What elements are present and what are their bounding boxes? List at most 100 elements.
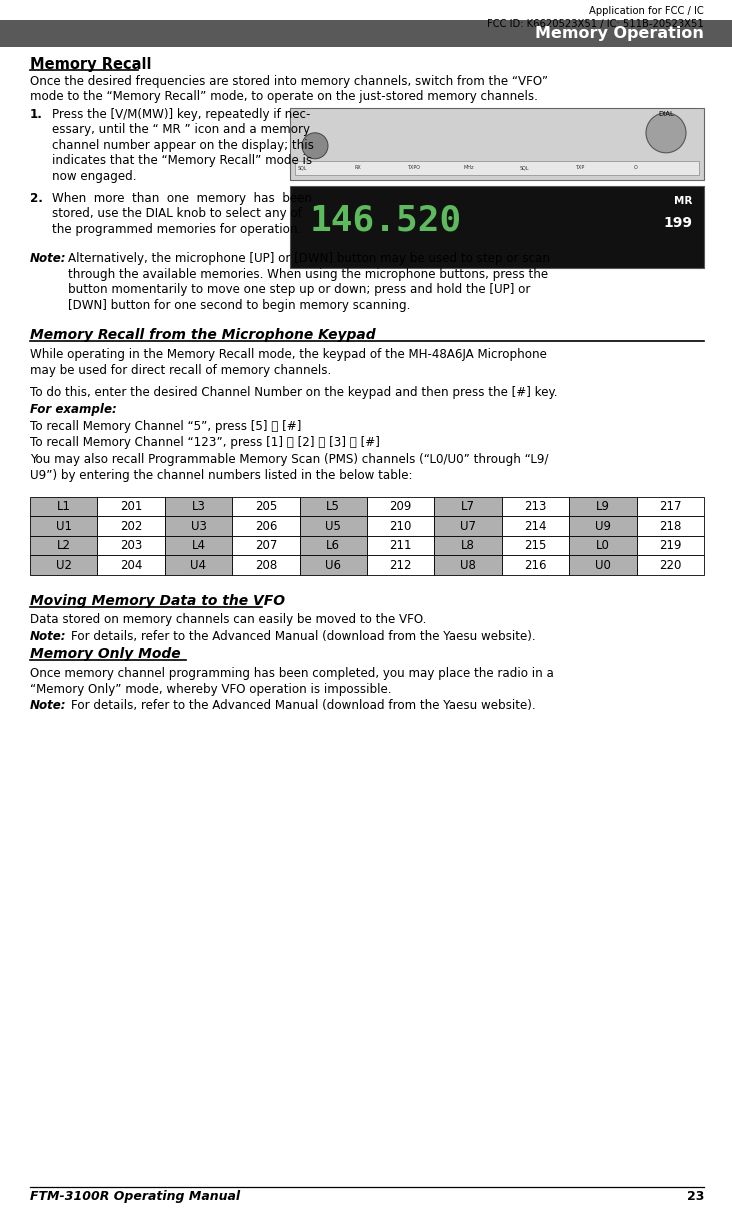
FancyBboxPatch shape — [434, 536, 502, 555]
Text: L1: L1 — [56, 501, 71, 513]
Text: U4: U4 — [190, 559, 206, 572]
Text: RX: RX — [354, 166, 361, 170]
FancyBboxPatch shape — [30, 555, 97, 574]
FancyBboxPatch shape — [165, 555, 232, 574]
FancyBboxPatch shape — [232, 555, 299, 574]
FancyBboxPatch shape — [637, 516, 704, 536]
Text: through the available memories. When using the microphone buttons, press the: through the available memories. When usi… — [68, 268, 548, 280]
FancyBboxPatch shape — [290, 108, 704, 180]
Text: the programmed memories for operation.: the programmed memories for operation. — [52, 222, 302, 236]
Text: Moving Memory Data to the VFO: Moving Memory Data to the VFO — [30, 594, 285, 608]
FancyBboxPatch shape — [165, 536, 232, 555]
Text: Application for FCC / IC: Application for FCC / IC — [589, 6, 704, 16]
Text: 220: 220 — [659, 559, 681, 572]
Text: Alternatively, the microphone [UP] or [DWN] button may be used to step or scan: Alternatively, the microphone [UP] or [D… — [68, 253, 550, 265]
FancyBboxPatch shape — [97, 497, 165, 516]
FancyBboxPatch shape — [637, 497, 704, 516]
Text: L5: L5 — [326, 501, 340, 513]
Text: U8: U8 — [460, 559, 476, 572]
FancyBboxPatch shape — [502, 516, 569, 536]
Text: Once memory channel programming has been completed, you may place the radio in a: Once memory channel programming has been… — [30, 667, 554, 679]
Text: 215: 215 — [524, 539, 547, 553]
Text: 216: 216 — [524, 559, 547, 572]
Text: 203: 203 — [120, 539, 142, 553]
Text: FTM-3100R Operating Manual: FTM-3100R Operating Manual — [30, 1190, 240, 1203]
Text: mode to the “Memory Recall” mode, to operate on the just-stored memory channels.: mode to the “Memory Recall” mode, to ope… — [30, 91, 538, 103]
Text: Once the desired frequencies are stored into memory channels, switch from the “V: Once the desired frequencies are stored … — [30, 75, 548, 87]
Text: 218: 218 — [659, 520, 681, 532]
Circle shape — [302, 133, 328, 158]
Circle shape — [646, 112, 686, 152]
FancyBboxPatch shape — [30, 536, 97, 555]
Text: 1.: 1. — [30, 108, 43, 121]
FancyBboxPatch shape — [232, 536, 299, 555]
Text: “Memory Only” mode, whereby VFO operation is impossible.: “Memory Only” mode, whereby VFO operatio… — [30, 683, 392, 695]
Text: Press the [V/M(​MW)] key, repeatedly if nec-: Press the [V/M(​MW)] key, repeatedly if … — [52, 108, 310, 121]
Text: U9: U9 — [595, 520, 611, 532]
Text: For details, refer to the Advanced Manual (download from the Yaesu website).: For details, refer to the Advanced Manua… — [71, 699, 536, 712]
Text: O: O — [634, 166, 638, 170]
Text: 202: 202 — [120, 520, 142, 532]
Text: stored, use the DIAL knob to select any of: stored, use the DIAL knob to select any … — [52, 207, 302, 220]
Text: L9: L9 — [596, 501, 610, 513]
Text: 212: 212 — [389, 559, 412, 572]
Text: 206: 206 — [255, 520, 277, 532]
Text: U1: U1 — [56, 520, 72, 532]
FancyBboxPatch shape — [434, 555, 502, 574]
Text: 209: 209 — [389, 501, 412, 513]
Text: Memory Recall from the Microphone Keypad: Memory Recall from the Microphone Keypad — [30, 329, 376, 342]
Text: 214: 214 — [524, 520, 547, 532]
Text: Memory Only Mode: Memory Only Mode — [30, 647, 181, 661]
FancyBboxPatch shape — [299, 516, 367, 536]
FancyBboxPatch shape — [0, 21, 732, 46]
Text: 208: 208 — [255, 559, 277, 572]
Text: To do this, enter the desired Channel Number on the keypad and then press the [#: To do this, enter the desired Channel Nu… — [30, 386, 558, 399]
Text: indicates that the “Memory Recall” mode is: indicates that the “Memory Recall” mode … — [52, 155, 312, 167]
Text: L6: L6 — [326, 539, 340, 553]
Text: 217: 217 — [659, 501, 681, 513]
Text: TXP: TXP — [575, 166, 584, 170]
FancyBboxPatch shape — [569, 497, 637, 516]
Text: 23: 23 — [687, 1190, 704, 1203]
Text: L2: L2 — [56, 539, 71, 553]
FancyBboxPatch shape — [367, 536, 434, 555]
Text: 210: 210 — [389, 520, 412, 532]
Text: U5: U5 — [325, 520, 341, 532]
Text: 2.: 2. — [30, 192, 43, 204]
Text: MHz: MHz — [463, 166, 474, 170]
Text: button momentarily to move one step up or down; press and hold the [UP] or: button momentarily to move one step up o… — [68, 283, 531, 296]
Text: TXPO: TXPO — [407, 166, 419, 170]
FancyBboxPatch shape — [295, 161, 699, 175]
Text: DIAL: DIAL — [658, 111, 674, 117]
Text: may be used for direct recall of memory channels.: may be used for direct recall of memory … — [30, 364, 332, 376]
FancyBboxPatch shape — [299, 536, 367, 555]
FancyBboxPatch shape — [502, 555, 569, 574]
Text: L0: L0 — [596, 539, 610, 553]
Text: 205: 205 — [255, 501, 277, 513]
Text: now engaged.: now engaged. — [52, 169, 136, 183]
FancyBboxPatch shape — [569, 516, 637, 536]
FancyBboxPatch shape — [30, 497, 97, 516]
FancyBboxPatch shape — [299, 497, 367, 516]
FancyBboxPatch shape — [434, 497, 502, 516]
Text: You may also recall Programmable Memory Scan (PMS) channels (“L0/U0” through “L9: You may also recall Programmable Memory … — [30, 453, 548, 467]
FancyBboxPatch shape — [434, 516, 502, 536]
Text: Memory Operation: Memory Operation — [535, 25, 704, 41]
Text: MR: MR — [673, 196, 692, 206]
FancyBboxPatch shape — [502, 536, 569, 555]
Text: SQL: SQL — [520, 166, 529, 170]
FancyBboxPatch shape — [569, 555, 637, 574]
Text: channel number appear on the display; this: channel number appear on the display; th… — [52, 139, 314, 152]
Text: 219: 219 — [659, 539, 681, 553]
Text: U2: U2 — [56, 559, 72, 572]
FancyBboxPatch shape — [97, 536, 165, 555]
Text: To recall Memory Channel “5”, press [5] ⮞ [#]: To recall Memory Channel “5”, press [5] … — [30, 420, 302, 433]
Text: L3: L3 — [192, 501, 206, 513]
Text: For details, refer to the Advanced Manual (download from the Yaesu website).: For details, refer to the Advanced Manua… — [71, 630, 536, 643]
Text: 207: 207 — [255, 539, 277, 553]
FancyBboxPatch shape — [290, 186, 704, 268]
Text: Note:: Note: — [30, 253, 67, 265]
FancyBboxPatch shape — [367, 497, 434, 516]
Text: 201: 201 — [120, 501, 142, 513]
FancyBboxPatch shape — [165, 516, 232, 536]
